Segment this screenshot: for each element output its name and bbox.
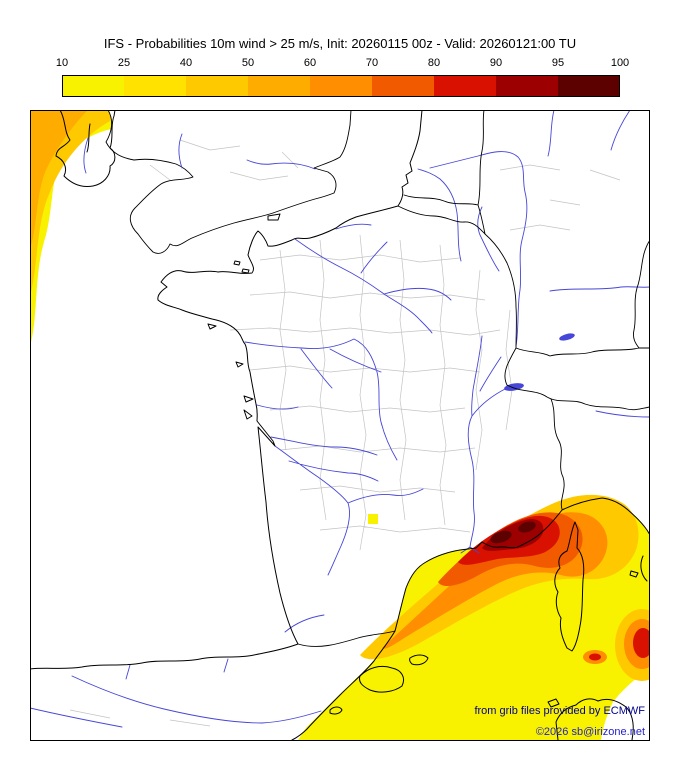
rivers-britain-ireland — [83, 133, 316, 174]
country-borders — [297, 110, 650, 647]
colorbar-tick-label: 40 — [179, 57, 193, 69]
ireland-coastline — [55, 110, 116, 187]
spain-provinces — [69, 709, 211, 727]
sardinia-outline — [547, 698, 634, 741]
colorbar-tick-label: 90 — [489, 57, 503, 69]
colorbar-segment — [248, 75, 310, 97]
colorbar — [62, 75, 620, 97]
map-canvas — [30, 110, 650, 741]
germany-regions — [499, 164, 621, 231]
colorbar-tick-label: 25 — [117, 57, 131, 69]
corsica-east-prob-80 — [633, 628, 650, 658]
lake-constance — [559, 333, 575, 341]
probability-shading — [30, 110, 650, 740]
colorbar-border — [62, 75, 620, 97]
attribution-copyright: ©2026 sb@irizone.net — [535, 726, 645, 738]
med-prob-95a — [490, 530, 512, 544]
colorbar-segment — [558, 75, 620, 97]
colorbar-segment — [310, 75, 372, 97]
britain-coastline — [105, 110, 352, 254]
france-atlantic-coastline — [30, 205, 399, 670]
rivers-france — [244, 151, 528, 633]
colorbar-segment — [372, 75, 434, 97]
med-prob-95b — [518, 521, 536, 533]
isle-of-wight — [267, 213, 281, 221]
attribution-source: from grib files provided by ECMWF — [474, 705, 645, 717]
brittany-islands — [207, 323, 254, 420]
bonifacio-prob-80 — [589, 653, 601, 661]
balearic-islands — [329, 654, 429, 715]
corsica-outline — [554, 521, 585, 652]
atlantic-prob-50 — [30, 110, 88, 250]
page-title: IFS - Probabilities 10m wind > 25 m/s, I… — [103, 36, 577, 51]
colorbar-segment — [434, 75, 496, 97]
colorbar-tick-label: 70 — [365, 57, 379, 69]
colorbar-tick-label: 95 — [551, 57, 565, 69]
colorbar-segment — [186, 75, 248, 97]
colorbar-tick-label: 100 — [610, 57, 630, 69]
tuscany-coastline — [629, 555, 648, 582]
colorbar-tick-label: 50 — [241, 57, 255, 69]
inland-prob-10-patch — [368, 514, 378, 524]
rivers-germany-italy — [547, 110, 650, 418]
atlantic-prob-40 — [30, 110, 130, 296]
rivers-spain — [30, 658, 322, 728]
colorbar-tick-label: 10 — [55, 57, 69, 69]
colorbar-segment — [62, 75, 124, 97]
map-frame — [30, 110, 650, 741]
colorbar-segment — [124, 75, 186, 97]
spain-mediterranean-coastline — [291, 630, 396, 741]
rivers — [30, 110, 650, 728]
colorbar-segment — [496, 75, 558, 97]
britain-counties — [149, 139, 299, 181]
coastlines-and-borders — [30, 110, 650, 741]
netherlands-coastline — [397, 110, 423, 207]
colorbar-tick-label: 60 — [303, 57, 317, 69]
colorbar-tick-label: 80 — [427, 57, 441, 69]
france-mediterranean-coastline — [394, 497, 650, 632]
